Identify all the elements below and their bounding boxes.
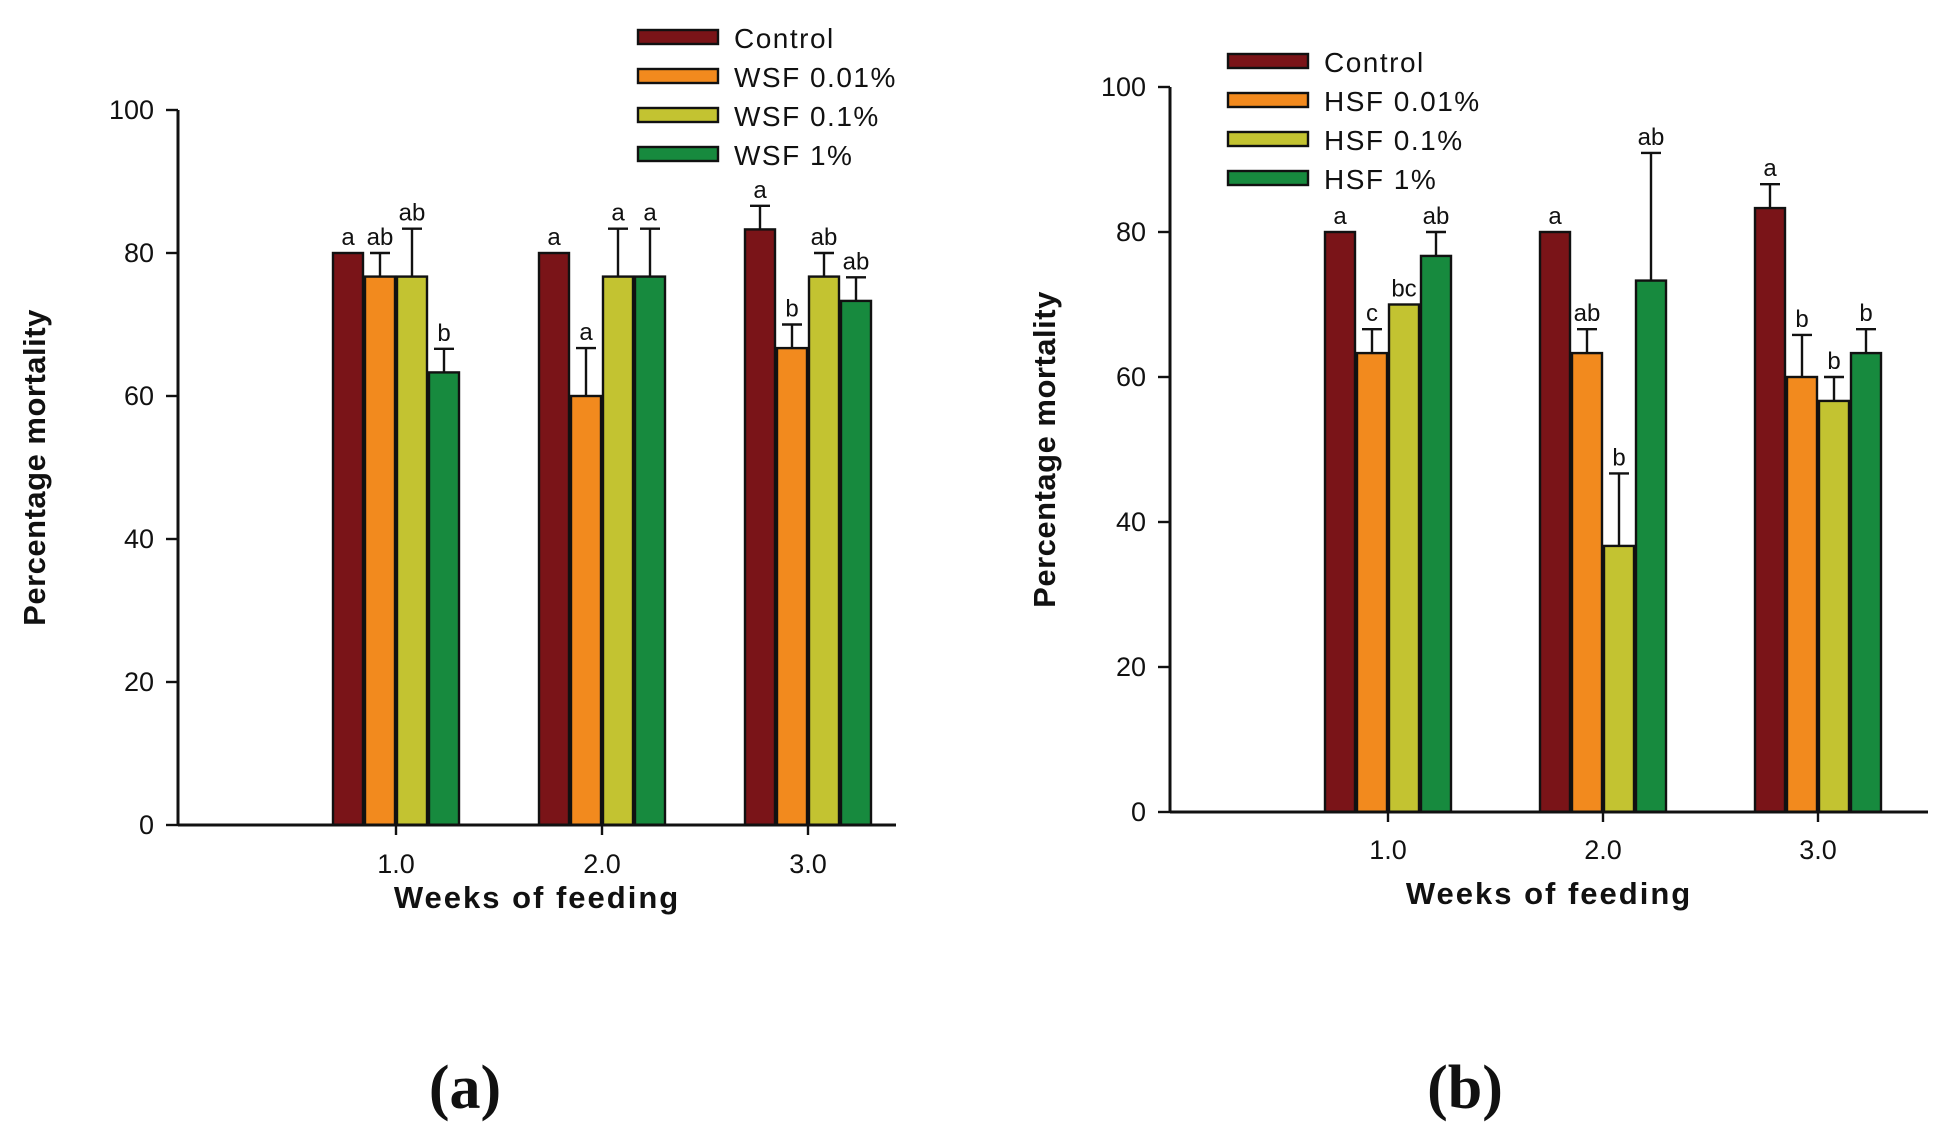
panel-a-legend-swatch — [636, 145, 720, 163]
panel-b-significance-label: a — [1548, 203, 1562, 230]
panel-a-legend: Control WSF 0.01% WSF 0.1% WSF 1% — [636, 23, 897, 171]
panel-a-y-tick-label: 80 — [124, 238, 154, 268]
panel-a-significance-label: a — [753, 177, 767, 204]
panel-b-legend-label: HSF 0.1% — [1324, 125, 1464, 156]
panel-b-bar — [1419, 254, 1453, 814]
panel-a-label: (a) — [429, 1054, 501, 1122]
panel-b-bar — [1538, 230, 1572, 814]
panel-b-y-axis-title: Percentage mortality — [1027, 291, 1062, 608]
panel-a-legend-swatch — [636, 28, 720, 46]
panel-a-bar — [331, 251, 365, 827]
panel-b-significance-label: ab — [1638, 124, 1665, 151]
panel-a-significance-label: ab — [367, 224, 394, 251]
panel-b-significance-label: c — [1366, 300, 1378, 327]
panel-a-significance-label: a — [547, 224, 561, 251]
panel-b-bar — [1753, 206, 1787, 814]
panel-b-x-axis-title: Weeks of feeding — [1406, 876, 1692, 911]
panel-a-y-tick-label: 40 — [124, 524, 154, 554]
panel-b-bar — [1387, 303, 1421, 814]
panel-a-significance-label: a — [341, 224, 355, 251]
panel-b-y-tick-label: 40 — [1116, 507, 1146, 537]
panel-a-x-tick-label: 3.0 — [789, 849, 827, 879]
panel-a-y-tick-label: 0 — [139, 810, 154, 840]
panel-b-y-tick-label: 20 — [1116, 652, 1146, 682]
panel-a-legend-swatch — [636, 106, 720, 124]
panel-a-y-axis-title: Percentage mortality — [17, 309, 52, 626]
panel-b-y-tick-label: 80 — [1116, 217, 1146, 247]
panel-b-significance-label: ab — [1574, 300, 1601, 327]
panel-b-significance-label: b — [1859, 300, 1872, 327]
panel-a-legend-label: WSF 0.01% — [734, 62, 897, 93]
panel-b-legend-swatch — [1226, 91, 1310, 109]
panel-a-legend-label: WSF 0.1% — [734, 101, 880, 132]
panel-b-x-tick-label: 1.0 — [1369, 835, 1407, 865]
panel-a-bar — [839, 299, 873, 827]
panel-a-significance-label: b — [437, 320, 450, 347]
panel-b-bar — [1817, 399, 1851, 814]
panel-a-significance-label: ab — [399, 200, 426, 227]
panel-a-significance-label: b — [785, 296, 798, 323]
panel-b-legend: Control HSF 0.01% HSF 0.1% HSF 1% — [1226, 47, 1481, 195]
panel-a-x-tick-label: 2.0 — [583, 849, 621, 879]
panel-a-bar — [569, 394, 603, 827]
panel-b-significance-label: b — [1827, 348, 1840, 375]
panel-a-y-tick-label: 20 — [124, 667, 154, 697]
panel-b-bar — [1323, 230, 1357, 814]
panel-b-significance-label: a — [1333, 203, 1347, 230]
panel-b-x-tick-label: 3.0 — [1799, 835, 1837, 865]
panel-b-legend-swatch — [1226, 52, 1310, 70]
panel-b-legend-label: Control — [1324, 47, 1425, 78]
panel-a-y-tick-label: 100 — [109, 95, 154, 125]
panel-b-significance-label: ab — [1423, 203, 1450, 230]
panel-a-y-tick-label: 60 — [124, 381, 154, 411]
panel-a-bar — [427, 371, 461, 827]
panel-b-bar — [1634, 279, 1668, 814]
panel-a-legend-label: Control — [734, 23, 835, 54]
panel-b-significance-label: b — [1795, 306, 1808, 333]
panel-b-significance-label: bc — [1391, 276, 1416, 303]
panel-a-significance-label: a — [611, 200, 625, 227]
panel-b-bar — [1602, 544, 1636, 814]
panel-a-legend-swatch — [636, 67, 720, 85]
panel-a-significance-label: ab — [811, 224, 838, 251]
panel-a-x-axis-title: Weeks of feeding — [394, 880, 680, 915]
panel-a-bar — [363, 275, 397, 827]
panel-b-y-tick-label: 100 — [1101, 72, 1146, 102]
panel-a-legend-label: WSF 1% — [734, 140, 853, 171]
panel-a-bar — [601, 275, 635, 827]
panel-a-bar — [743, 228, 777, 827]
panel-b-y-tick-label: 60 — [1116, 362, 1146, 392]
panel-b-x-tick-label: 2.0 — [1584, 835, 1622, 865]
panel-b-bar — [1785, 375, 1819, 814]
panel-a-bar — [395, 275, 429, 827]
panel-b-bar — [1570, 351, 1604, 814]
panel-b-chart: acbcab1.0aabbab2.0abbb3.0020406080100Wee… — [1027, 47, 1928, 1122]
panel-b-significance-label: b — [1612, 444, 1625, 471]
panel-b-legend-swatch — [1226, 130, 1310, 148]
panel-a-bar — [807, 275, 841, 827]
panel-a-significance-label: ab — [843, 248, 870, 275]
panel-b-legend-label: HSF 0.01% — [1324, 86, 1481, 117]
panel-a-x-tick-label: 1.0 — [377, 849, 415, 879]
panel-a-bar — [537, 251, 571, 827]
panel-b-label: (b) — [1427, 1054, 1503, 1122]
panel-b-legend-label: HSF 1% — [1324, 164, 1437, 195]
panel-a-bar — [775, 346, 809, 827]
panel-a-significance-label: a — [643, 200, 657, 227]
panel-b-bar — [1849, 351, 1883, 814]
panel-a-bar — [633, 275, 667, 827]
panel-b-legend-swatch — [1226, 169, 1310, 187]
panel-b-y-tick-label: 0 — [1131, 797, 1146, 827]
panel-a-significance-label: a — [579, 319, 593, 346]
panel-b-bar — [1355, 351, 1389, 814]
panel-b-significance-label: a — [1763, 155, 1777, 182]
